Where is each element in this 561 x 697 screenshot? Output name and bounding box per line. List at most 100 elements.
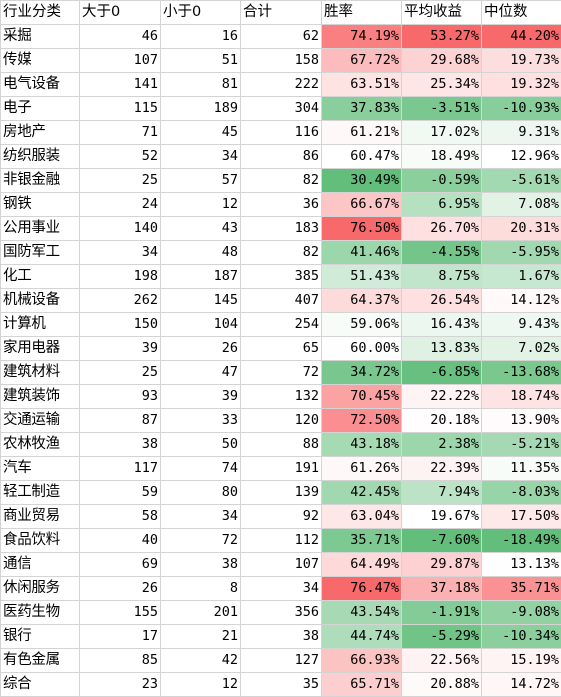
negative-count-cell[interactable]: 43 (160, 216, 241, 241)
positive-count-cell[interactable]: 25 (79, 360, 161, 385)
median-cell[interactable]: 9.43% (481, 312, 561, 337)
header-median[interactable]: 中位数 (481, 0, 561, 25)
median-cell[interactable]: 9.31% (481, 120, 561, 145)
average-return-cell[interactable]: 37.18% (401, 576, 482, 601)
industry-cell[interactable]: 农林牧渔 (0, 432, 80, 457)
positive-count-cell[interactable]: 85 (79, 648, 161, 673)
positive-count-cell[interactable]: 25 (79, 168, 161, 193)
median-cell[interactable]: -10.93% (481, 96, 561, 121)
total-cell[interactable]: 72 (240, 360, 322, 385)
average-return-cell[interactable]: 29.68% (401, 48, 482, 73)
win-rate-cell[interactable]: 66.93% (321, 648, 402, 673)
win-rate-cell[interactable]: 60.00% (321, 336, 402, 361)
negative-count-cell[interactable]: 26 (160, 336, 241, 361)
positive-count-cell[interactable]: 40 (79, 528, 161, 553)
win-rate-cell[interactable]: 76.50% (321, 216, 402, 241)
industry-cell[interactable]: 电子 (0, 96, 80, 121)
total-cell[interactable]: 222 (240, 72, 322, 97)
negative-count-cell[interactable]: 74 (160, 456, 241, 481)
average-return-cell[interactable]: 18.49% (401, 144, 482, 169)
positive-count-cell[interactable]: 117 (79, 456, 161, 481)
win-rate-cell[interactable]: 60.47% (321, 144, 402, 169)
median-cell[interactable]: 17.50% (481, 504, 561, 529)
median-cell[interactable]: 7.08% (481, 192, 561, 217)
industry-cell[interactable]: 家用电器 (0, 336, 80, 361)
win-rate-cell[interactable]: 76.47% (321, 576, 402, 601)
total-cell[interactable]: 112 (240, 528, 322, 553)
industry-cell[interactable]: 综合 (0, 672, 80, 697)
median-cell[interactable]: 12.96% (481, 144, 561, 169)
negative-count-cell[interactable]: 33 (160, 408, 241, 433)
positive-count-cell[interactable]: 155 (79, 600, 161, 625)
win-rate-cell[interactable]: 44.74% (321, 624, 402, 649)
total-cell[interactable]: 120 (240, 408, 322, 433)
median-cell[interactable]: -13.68% (481, 360, 561, 385)
median-cell[interactable]: -5.95% (481, 240, 561, 265)
positive-count-cell[interactable]: 59 (79, 480, 161, 505)
negative-count-cell[interactable]: 12 (160, 672, 241, 697)
negative-count-cell[interactable]: 16 (160, 24, 241, 49)
average-return-cell[interactable]: -1.91% (401, 600, 482, 625)
average-return-cell[interactable]: 20.88% (401, 672, 482, 697)
average-return-cell[interactable]: 2.38% (401, 432, 482, 457)
negative-count-cell[interactable]: 104 (160, 312, 241, 337)
total-cell[interactable]: 38 (240, 624, 322, 649)
industry-cell[interactable]: 汽车 (0, 456, 80, 481)
positive-count-cell[interactable]: 150 (79, 312, 161, 337)
industry-cell[interactable]: 化工 (0, 264, 80, 289)
total-cell[interactable]: 116 (240, 120, 322, 145)
negative-count-cell[interactable]: 38 (160, 552, 241, 577)
industry-cell[interactable]: 建筑材料 (0, 360, 80, 385)
negative-count-cell[interactable]: 8 (160, 576, 241, 601)
total-cell[interactable]: 127 (240, 648, 322, 673)
average-return-cell[interactable]: -0.59% (401, 168, 482, 193)
average-return-cell[interactable]: 22.39% (401, 456, 482, 481)
header-negative-count[interactable]: 小于0 (160, 0, 241, 25)
median-cell[interactable]: 19.32% (481, 72, 561, 97)
negative-count-cell[interactable]: 42 (160, 648, 241, 673)
positive-count-cell[interactable]: 58 (79, 504, 161, 529)
win-rate-cell[interactable]: 43.54% (321, 600, 402, 625)
negative-count-cell[interactable]: 21 (160, 624, 241, 649)
header-win-rate[interactable]: 胜率 (321, 0, 402, 25)
industry-cell[interactable]: 轻工制造 (0, 480, 80, 505)
positive-count-cell[interactable]: 140 (79, 216, 161, 241)
positive-count-cell[interactable]: 198 (79, 264, 161, 289)
negative-count-cell[interactable]: 12 (160, 192, 241, 217)
industry-cell[interactable]: 商业贸易 (0, 504, 80, 529)
win-rate-cell[interactable]: 59.06% (321, 312, 402, 337)
win-rate-cell[interactable]: 64.49% (321, 552, 402, 577)
average-return-cell[interactable]: -4.55% (401, 240, 482, 265)
median-cell[interactable]: 11.35% (481, 456, 561, 481)
positive-count-cell[interactable]: 34 (79, 240, 161, 265)
industry-cell[interactable]: 公用事业 (0, 216, 80, 241)
average-return-cell[interactable]: 8.75% (401, 264, 482, 289)
industry-cell[interactable]: 采掘 (0, 24, 80, 49)
total-cell[interactable]: 86 (240, 144, 322, 169)
win-rate-cell[interactable]: 61.21% (321, 120, 402, 145)
total-cell[interactable]: 385 (240, 264, 322, 289)
win-rate-cell[interactable]: 65.71% (321, 672, 402, 697)
industry-cell[interactable]: 非银金融 (0, 168, 80, 193)
average-return-cell[interactable]: -7.60% (401, 528, 482, 553)
industry-cell[interactable]: 国防军工 (0, 240, 80, 265)
median-cell[interactable]: 1.67% (481, 264, 561, 289)
positive-count-cell[interactable]: 24 (79, 192, 161, 217)
median-cell[interactable]: 13.13% (481, 552, 561, 577)
total-cell[interactable]: 92 (240, 504, 322, 529)
industry-cell[interactable]: 电气设备 (0, 72, 80, 97)
positive-count-cell[interactable]: 23 (79, 672, 161, 697)
positive-count-cell[interactable]: 52 (79, 144, 161, 169)
positive-count-cell[interactable]: 71 (79, 120, 161, 145)
negative-count-cell[interactable]: 34 (160, 504, 241, 529)
negative-count-cell[interactable]: 72 (160, 528, 241, 553)
industry-cell[interactable]: 食品饮料 (0, 528, 80, 553)
win-rate-cell[interactable]: 42.45% (321, 480, 402, 505)
median-cell[interactable]: 18.74% (481, 384, 561, 409)
median-cell[interactable]: 14.12% (481, 288, 561, 313)
total-cell[interactable]: 158 (240, 48, 322, 73)
positive-count-cell[interactable]: 39 (79, 336, 161, 361)
win-rate-cell[interactable]: 61.26% (321, 456, 402, 481)
total-cell[interactable]: 132 (240, 384, 322, 409)
positive-count-cell[interactable]: 107 (79, 48, 161, 73)
